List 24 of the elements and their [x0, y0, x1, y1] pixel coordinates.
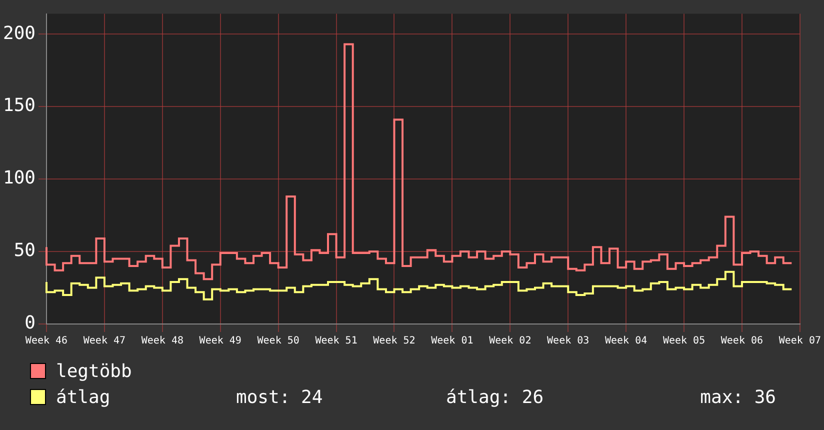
x-tick-label: Week 06 — [720, 336, 764, 347]
y-tick-label: 100 — [2, 168, 36, 189]
text: most: 24 — [236, 386, 324, 408]
legend-label: átlag — [56, 386, 112, 408]
x-tick-label: Week 46 — [25, 336, 68, 347]
x-tick-label: Week 48 — [141, 336, 184, 347]
y-tick-label: 0 — [24, 312, 36, 334]
y-tick-label: 50 — [14, 240, 36, 262]
x-tick-label: Week 05 — [662, 336, 706, 347]
x-tick-label: Week 49 — [199, 336, 242, 347]
text: átlag: 26 — [446, 386, 545, 408]
x-tick-label: Week 01 — [431, 336, 474, 347]
y-tick-label: 200 — [2, 22, 36, 44]
x-tick-label: Week 52 — [373, 336, 416, 347]
x-tick-label: Week 51 — [315, 336, 358, 347]
y-tick-label: 150 — [2, 95, 36, 116]
x-tick-label: Week 02 — [489, 336, 532, 347]
legend-label: legtöbb — [56, 360, 133, 382]
text: max: 36 — [699, 386, 776, 408]
x-tick-label: Week 07 — [778, 336, 822, 347]
x-tick-label: Week 47 — [83, 336, 126, 347]
x-tick-label: Week 04 — [604, 336, 648, 347]
x-tick-label: Week 50 — [257, 336, 300, 347]
x-tick-label: Week 03 — [547, 336, 590, 347]
